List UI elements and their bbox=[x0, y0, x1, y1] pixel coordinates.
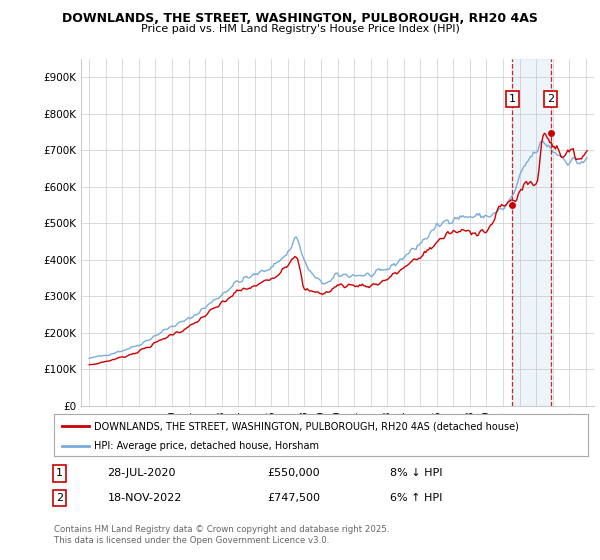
Text: 6% ↑ HPI: 6% ↑ HPI bbox=[391, 493, 443, 503]
Text: HPI: Average price, detached house, Horsham: HPI: Average price, detached house, Hors… bbox=[94, 441, 319, 451]
Text: Contains HM Land Registry data © Crown copyright and database right 2025.
This d: Contains HM Land Registry data © Crown c… bbox=[54, 525, 389, 545]
Text: £550,000: £550,000 bbox=[268, 468, 320, 478]
Text: Price paid vs. HM Land Registry's House Price Index (HPI): Price paid vs. HM Land Registry's House … bbox=[140, 24, 460, 34]
Text: 2: 2 bbox=[56, 493, 63, 503]
Text: DOWNLANDS, THE STREET, WASHINGTON, PULBOROUGH, RH20 4AS (detached house): DOWNLANDS, THE STREET, WASHINGTON, PULBO… bbox=[94, 421, 519, 431]
Text: DOWNLANDS, THE STREET, WASHINGTON, PULBOROUGH, RH20 4AS: DOWNLANDS, THE STREET, WASHINGTON, PULBO… bbox=[62, 12, 538, 25]
Text: 8% ↓ HPI: 8% ↓ HPI bbox=[391, 468, 443, 478]
Text: 2: 2 bbox=[547, 94, 554, 104]
Text: 18-NOV-2022: 18-NOV-2022 bbox=[107, 493, 182, 503]
Text: 1: 1 bbox=[509, 94, 516, 104]
Text: 1: 1 bbox=[56, 468, 63, 478]
Text: 28-JUL-2020: 28-JUL-2020 bbox=[107, 468, 176, 478]
Bar bbox=[512, 59, 551, 406]
Text: £747,500: £747,500 bbox=[268, 493, 320, 503]
